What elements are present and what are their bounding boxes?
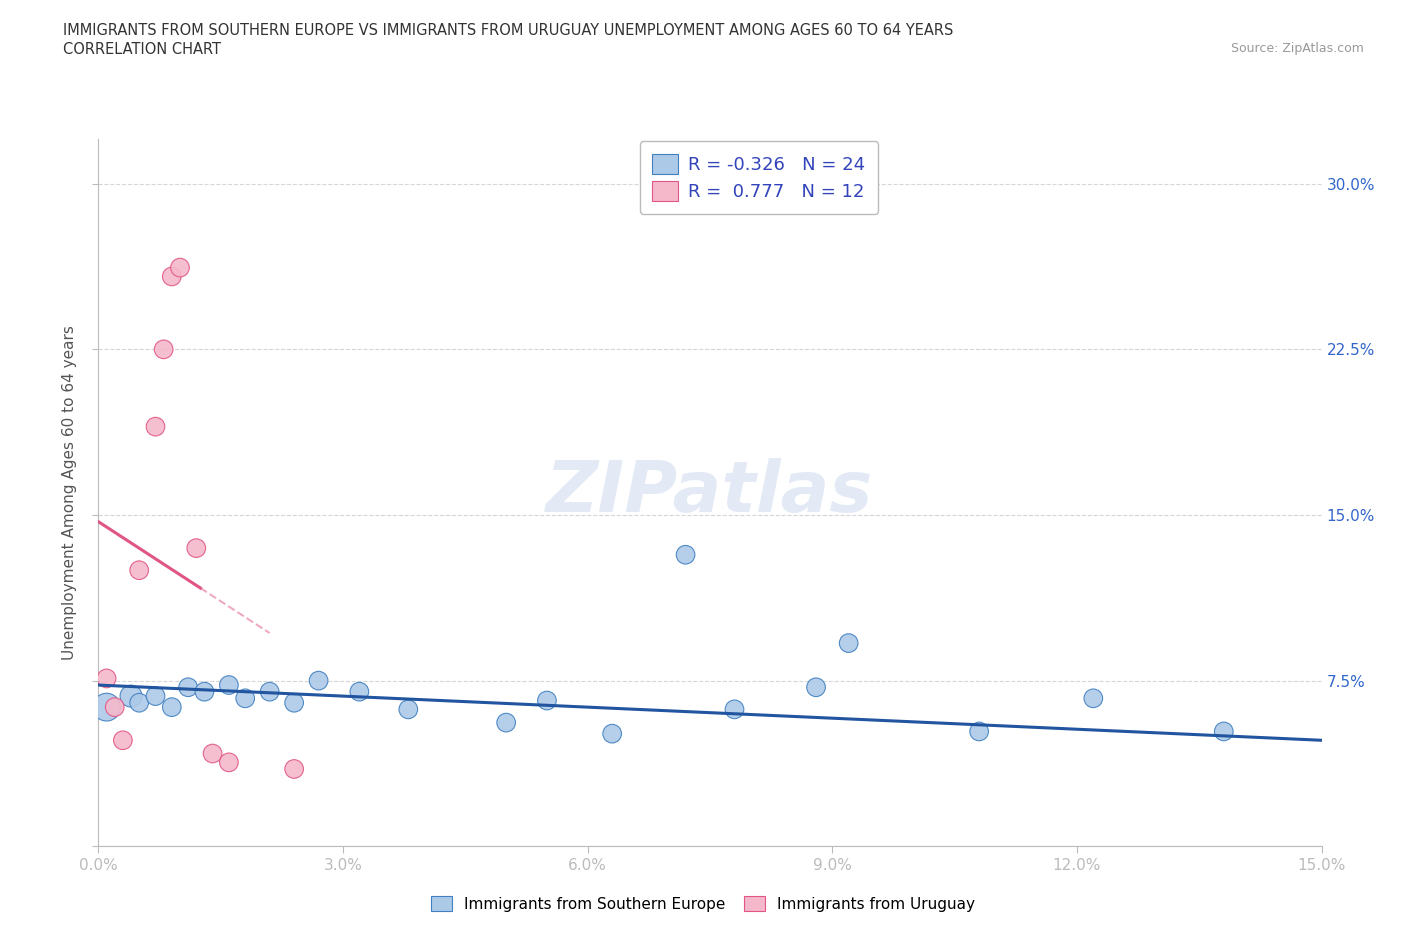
Point: [536, 693, 558, 708]
Legend: Immigrants from Southern Europe, Immigrants from Uruguay: Immigrants from Southern Europe, Immigra…: [425, 889, 981, 918]
Point: [186, 540, 208, 555]
Point: [104, 699, 127, 714]
Point: [160, 699, 183, 714]
Text: CORRELATION CHART: CORRELATION CHART: [63, 42, 221, 57]
Point: [396, 702, 419, 717]
Point: [1083, 691, 1105, 706]
Point: [308, 673, 330, 688]
Point: [675, 547, 697, 562]
Point: [145, 688, 167, 704]
Point: [152, 342, 174, 357]
Point: [495, 715, 517, 730]
Point: [967, 724, 990, 739]
Point: [145, 419, 167, 434]
Point: [1212, 724, 1234, 739]
Point: [218, 755, 240, 770]
Point: [128, 563, 150, 578]
Point: [283, 696, 305, 711]
Point: [600, 726, 623, 741]
Point: [120, 688, 142, 704]
Point: [160, 269, 183, 284]
Point: [723, 702, 745, 717]
Point: [169, 260, 191, 275]
Text: IMMIGRANTS FROM SOUTHERN EUROPE VS IMMIGRANTS FROM URUGUAY UNEMPLOYMENT AMONG AG: IMMIGRANTS FROM SOUTHERN EUROPE VS IMMIG…: [63, 23, 953, 38]
Point: [128, 696, 150, 711]
Point: [201, 746, 224, 761]
Point: [233, 691, 256, 706]
Point: [111, 733, 134, 748]
Point: [283, 762, 305, 777]
Y-axis label: Unemployment Among Ages 60 to 64 years: Unemployment Among Ages 60 to 64 years: [62, 326, 77, 660]
Point: [838, 636, 860, 651]
Point: [193, 684, 215, 699]
Text: Source: ZipAtlas.com: Source: ZipAtlas.com: [1230, 42, 1364, 55]
Point: [804, 680, 827, 695]
Text: ZIPatlas: ZIPatlas: [547, 458, 873, 527]
Point: [96, 699, 118, 714]
Point: [177, 680, 200, 695]
Point: [96, 671, 118, 686]
Point: [349, 684, 371, 699]
Point: [218, 678, 240, 693]
Legend: R = -0.326   N = 24, R =  0.777   N = 12: R = -0.326 N = 24, R = 0.777 N = 12: [640, 141, 879, 214]
Point: [259, 684, 281, 699]
